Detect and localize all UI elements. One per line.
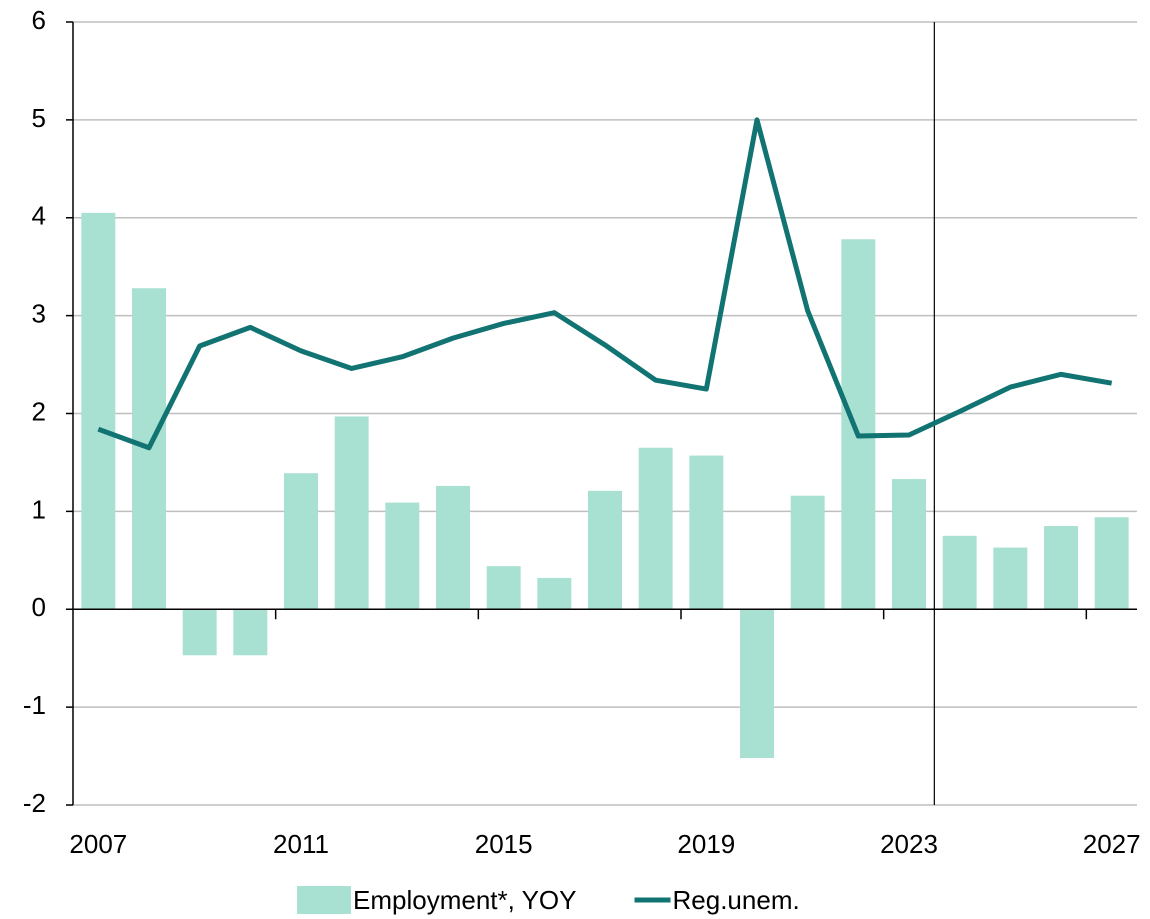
y-tick-label: 2 [32,396,46,426]
x-tick-label: 2011 [273,829,329,859]
bar [942,535,977,610]
bar [841,239,876,610]
y-tick-label: 1 [32,494,46,524]
legend-swatch [297,886,351,914]
x-tick-label: 2007 [69,829,127,859]
bar [537,577,572,610]
y-tick-label: 5 [32,103,46,133]
bar [790,495,825,610]
bar [993,547,1028,610]
bar [385,502,420,610]
bar [892,479,926,610]
line [97,117,1113,451]
y-tick-label: 6 [32,5,46,35]
x-tick-label: 2027 [1083,829,1141,859]
y-tick-label: -2 [23,788,46,818]
bar [284,473,318,610]
x-tick-label: 2015 [475,829,533,859]
bar [689,455,724,610]
bar [81,212,116,610]
y-tick-label: -1 [23,690,46,720]
bar [588,490,622,610]
bar [740,609,774,759]
y-tick-label: 0 [32,592,46,622]
y-tick-label: 3 [32,299,46,329]
bar [182,609,217,656]
bar [233,609,268,656]
x-tick-label: 2019 [677,829,735,859]
bar [436,485,470,610]
bar [1094,517,1129,610]
bar [334,416,369,610]
legend-label: Reg.unem. [673,885,800,915]
y-tick-label: 4 [32,201,46,231]
bar [1044,526,1078,610]
bar [486,566,521,610]
legend-label: Employment*, YOY [353,885,577,915]
x-tick-label: 2023 [880,829,938,859]
bar [638,447,673,610]
